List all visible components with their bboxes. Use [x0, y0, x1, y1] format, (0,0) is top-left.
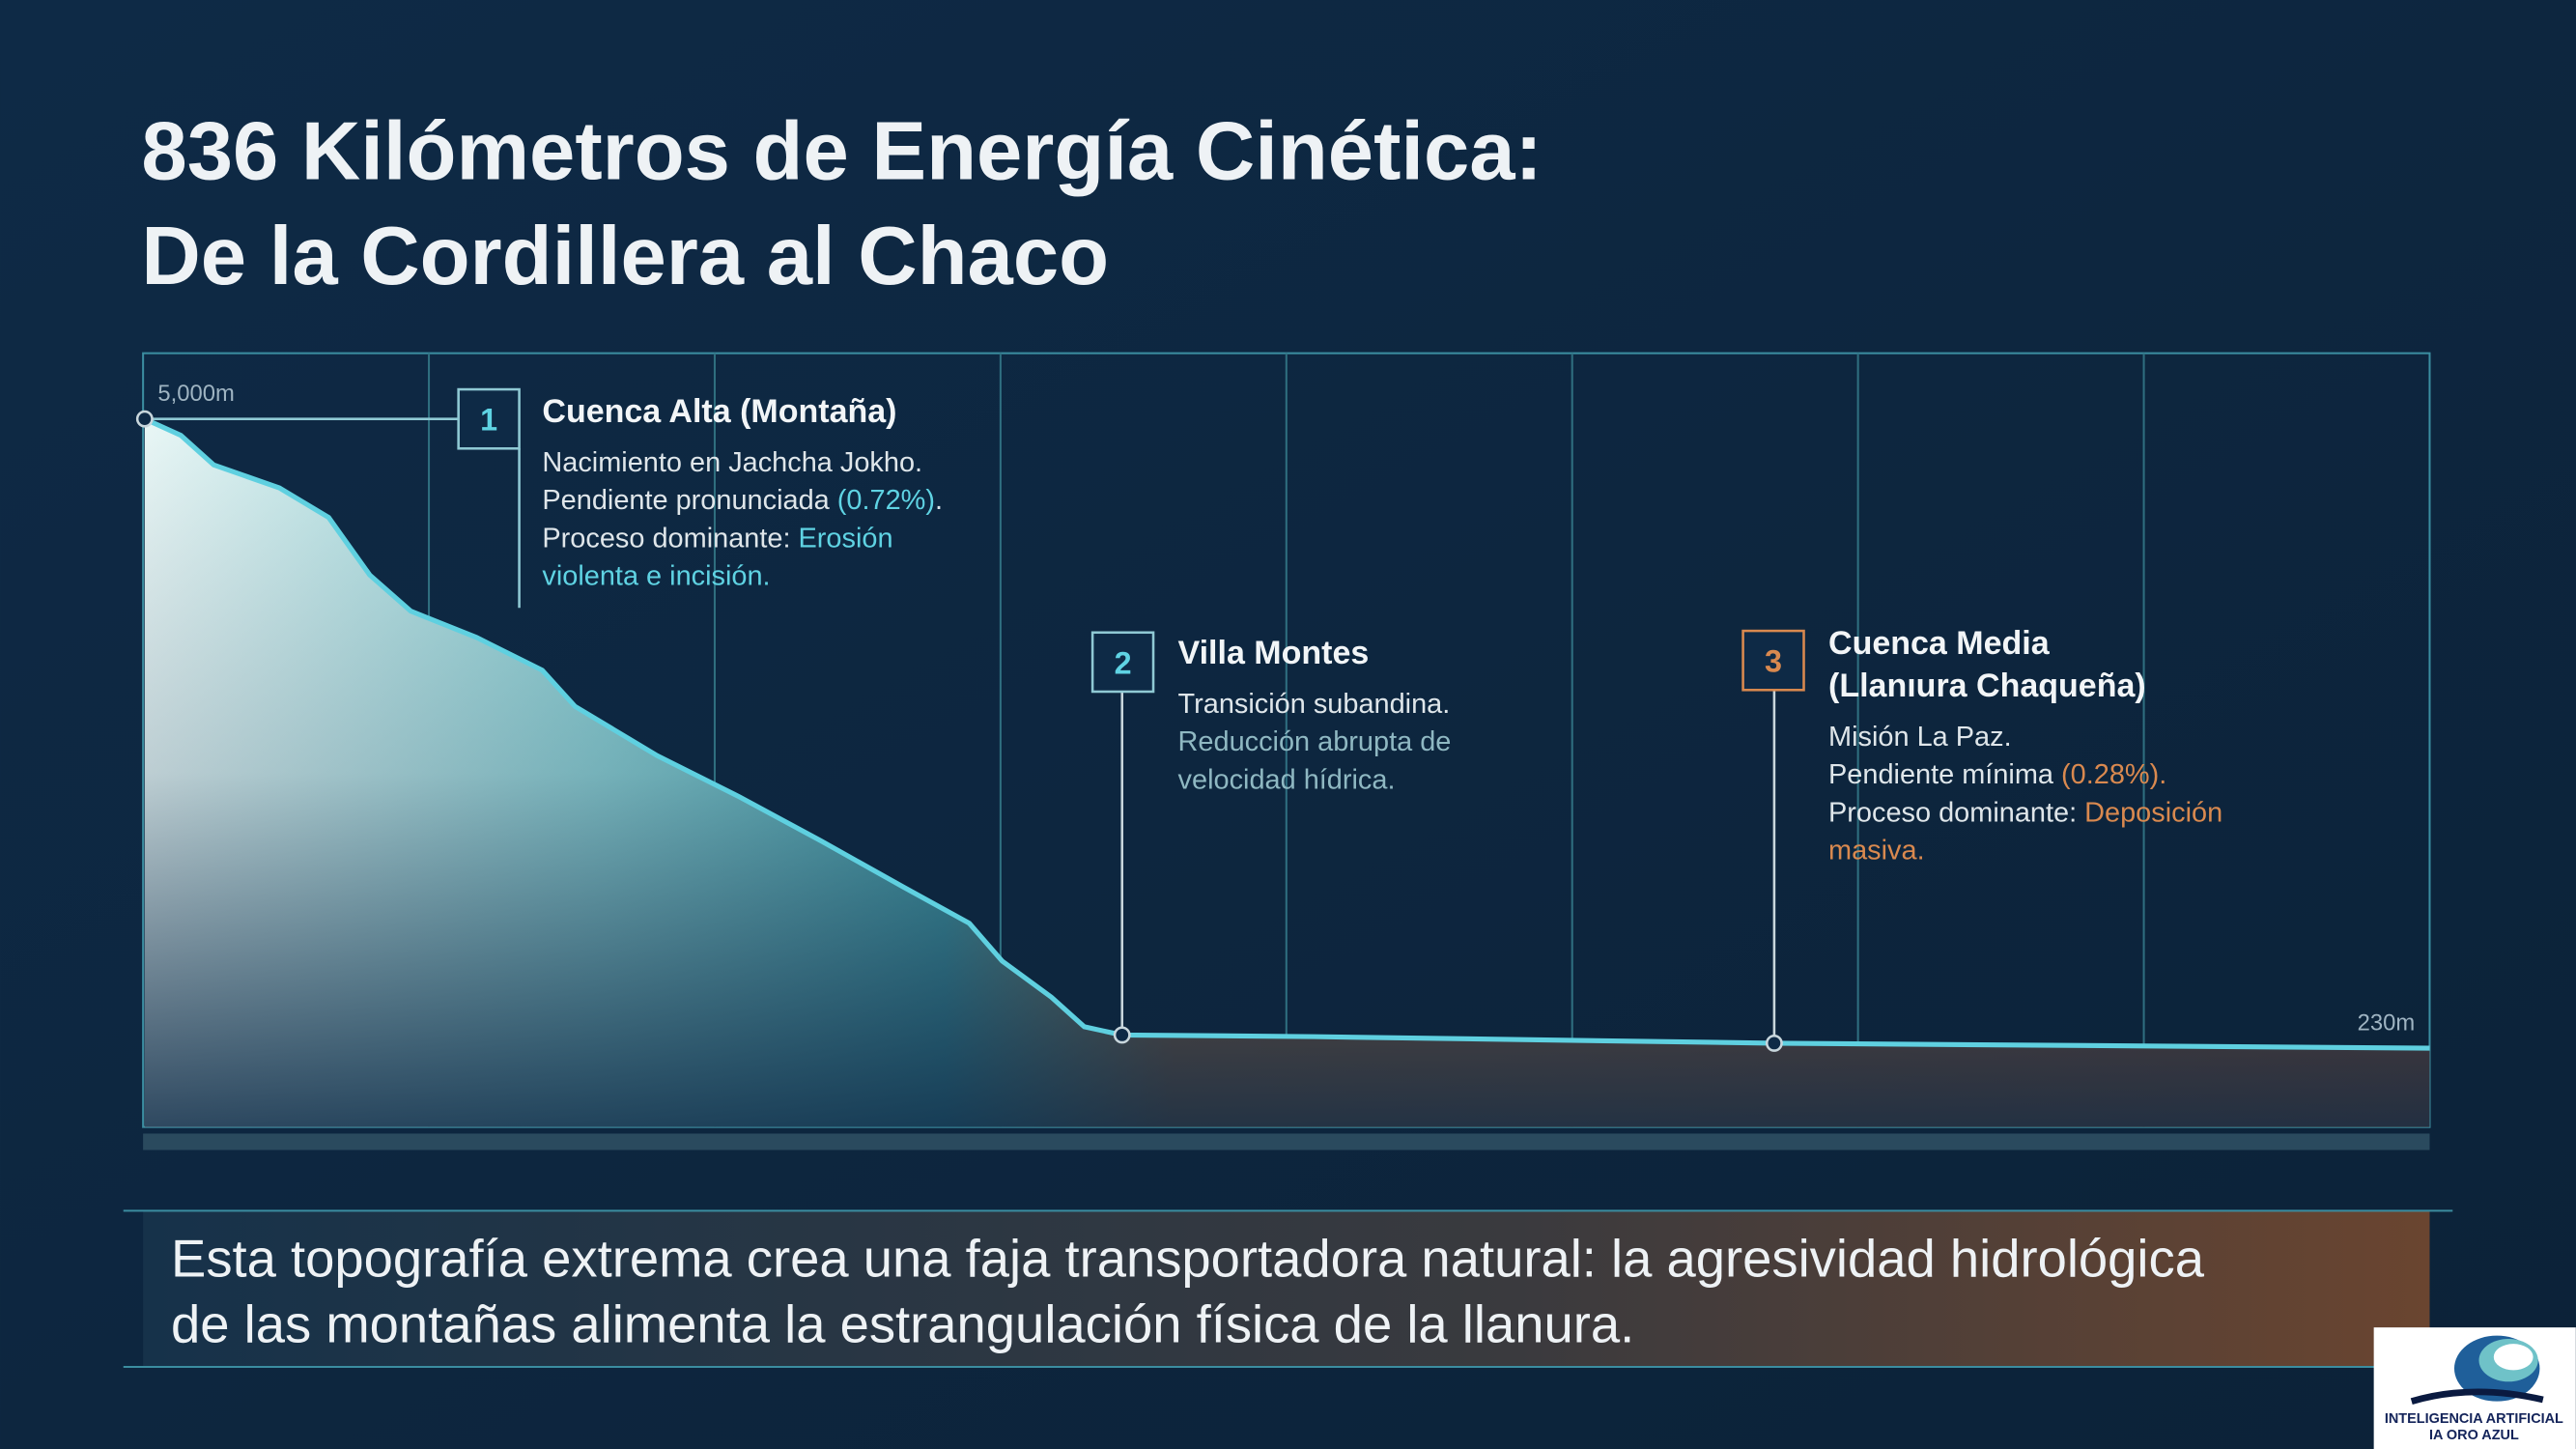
- annotation-title: Cuenca Alta (Montaña): [542, 393, 896, 430]
- annotation-line: Proceso dominante: Erosión: [542, 523, 892, 554]
- logo-text: INTELIGENCIA ARTIFICIAL: [2385, 1411, 2563, 1427]
- annotation-segment: Erosión: [799, 523, 893, 554]
- annotations: 1 Cuenca Alta (Montaña) Nacimiento en Jach…: [457, 387, 2222, 866]
- title-line: 836 Kilómetros de Energía Cinética:: [141, 105, 1542, 197]
- profile-shade: [144, 418, 2430, 1127]
- logo-text: IA ORO AZUL: [2429, 1428, 2519, 1443]
- annotation-segment: Deposición: [2084, 797, 2222, 828]
- title-line: De la Cordillera al Chaco: [141, 211, 1109, 302]
- annotation-segment: velocidad hídrica.: [1178, 764, 1396, 795]
- annotation-line: Transición subandina.: [1178, 689, 1451, 720]
- top-label: 5,000m: [157, 381, 234, 407]
- annotation-segment: violenta e incisión.: [542, 560, 770, 591]
- annotation-line: Proceso dominante: Deposición: [1828, 797, 2222, 828]
- annotation-title: (Llanıura Chaqueña): [1828, 668, 2146, 704]
- annotation-title: Cuenca Media: [1828, 625, 2051, 662]
- connectors: [144, 417, 1776, 1043]
- marker-dot: [1113, 1026, 1131, 1044]
- number: 1: [480, 403, 497, 438]
- annotation-segment: .: [935, 485, 943, 516]
- annotation-segment: Proceso dominante:: [1828, 797, 2084, 828]
- annotation-line: masiva.: [1828, 835, 1925, 866]
- annotation-segment: (0.72%): [837, 485, 935, 516]
- number-box: [1090, 631, 1155, 694]
- annotation-segment: Pendiente pronunciada: [542, 485, 836, 516]
- profile-line: [143, 416, 2430, 1051]
- logo-globe: [2493, 1344, 2534, 1371]
- annotation-segment: Misión La Paz.: [1828, 722, 2012, 753]
- annotation-line: violenta e incisión.: [542, 560, 770, 591]
- annotation-title: Villa Montes: [1178, 635, 1370, 671]
- annotation-line: Misión La Paz.: [1828, 722, 2012, 753]
- number-box: [1741, 629, 1805, 692]
- logo-swoosh: [2410, 1388, 2544, 1405]
- annotation-line: Pendiente mínima (0.28%).: [1828, 759, 2166, 790]
- footer-text: de las montañas alimenta la estrangulaci…: [171, 1294, 1634, 1353]
- number-box: [457, 387, 521, 450]
- bottom-label: 230m: [2358, 1009, 2416, 1036]
- annotation-segment: masiva.: [1828, 835, 1925, 866]
- annotation-segment: Reducción abrupta de: [1178, 726, 1452, 757]
- footer-text: Esta topografía extrema crea una faja tr…: [171, 1229, 2205, 1288]
- annotation-segment: Transición subandina.: [1178, 689, 1451, 720]
- marker-dot: [1765, 1035, 1783, 1052]
- number: 3: [1765, 644, 1782, 679]
- annotation-line: velocidad hídrica.: [1178, 764, 1396, 795]
- footer-band: [143, 1210, 2430, 1367]
- marker-dot: [135, 410, 154, 428]
- annotation-segment: Pendiente mínima: [1828, 759, 2061, 790]
- base-bar: [143, 1133, 2430, 1151]
- number: 2: [1115, 645, 1132, 680]
- annotation-segment: Nacimiento en Jachcha Jokho.: [542, 447, 922, 478]
- annotation-line: Reducción abrupta de: [1178, 726, 1452, 757]
- annotation-line: Pendiente pronunciada (0.72%).: [542, 485, 943, 516]
- annotation-line: Nacimiento en Jachcha Jokho.: [542, 447, 922, 478]
- annotation-segment: (0.28%).: [2061, 759, 2166, 790]
- annotation-segment: Proceso dominante:: [542, 523, 798, 554]
